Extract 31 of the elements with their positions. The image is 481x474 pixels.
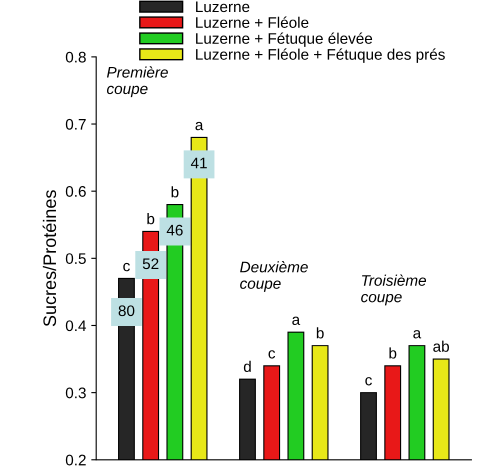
y-tick-label: 0.4 [66, 320, 86, 332]
legend-label: Luzerne [196, 2, 250, 12]
annotation: 52 [142, 258, 158, 270]
data-label: b [147, 213, 154, 224]
data-label: a [292, 316, 300, 326]
data-label: c [123, 262, 130, 272]
data-label: b [389, 347, 396, 359]
data-label: d [244, 360, 251, 372]
annotation: Troisième coupe [361, 274, 426, 306]
data-label: b [316, 327, 324, 338]
annotation: 80 [118, 305, 134, 316]
y-tick-label: 0.8 [66, 52, 86, 63]
data-label: c [268, 350, 276, 359]
y-tick-label: 0.5 [66, 253, 86, 264]
legend-label: Luzerne + Fléole + Fétuque des prés [196, 48, 445, 63]
annotation: Deuxième coupe [240, 261, 308, 292]
data-label: a [195, 122, 204, 130]
y-tick-label: 0.3 [66, 388, 86, 398]
data-label: b [172, 186, 178, 198]
y-tick-label: 0.7 [66, 118, 86, 130]
annotation: Première coupe [106, 66, 168, 98]
annotation: 41 [190, 158, 207, 168]
y-tick-label: 0.6 [66, 186, 86, 197]
legend-label: Luzerne + Fléole [196, 16, 308, 28]
data-label: ab [433, 340, 449, 352]
y-tick-label: 0.2 [66, 454, 86, 466]
annotation: 46 [166, 224, 183, 236]
y-axis-title: Sucres/Protéines [42, 190, 56, 326]
legend-label: Luzerne + Fétuque élevée [196, 32, 372, 47]
data-label: a [413, 330, 422, 338]
data-label: c [365, 377, 372, 386]
